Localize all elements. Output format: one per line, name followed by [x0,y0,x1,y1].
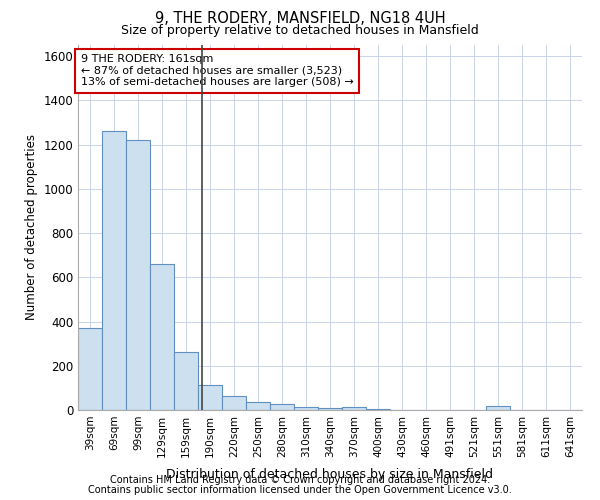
Bar [150,264,174,410]
Bar [486,406,510,410]
Bar [294,406,318,410]
Bar [270,404,294,410]
Y-axis label: Number of detached properties: Number of detached properties [25,134,38,320]
Bar [174,352,198,410]
Bar [222,396,246,410]
Bar [126,140,150,410]
Text: Contains public sector information licensed under the Open Government Licence v3: Contains public sector information licen… [88,485,512,495]
Text: 9 THE RODERY: 161sqm
← 87% of detached houses are smaller (3,523)
13% of semi-de: 9 THE RODERY: 161sqm ← 87% of detached h… [80,54,353,88]
Bar [318,408,342,410]
Text: Contains HM Land Registry data © Crown copyright and database right 2024.: Contains HM Land Registry data © Crown c… [110,475,490,485]
Bar [198,384,222,410]
Bar [366,409,390,410]
X-axis label: Distribution of detached houses by size in Mansfield: Distribution of detached houses by size … [167,468,493,481]
Bar [246,402,270,410]
Bar [342,408,366,410]
Text: 9, THE RODERY, MANSFIELD, NG18 4UH: 9, THE RODERY, MANSFIELD, NG18 4UH [155,11,445,26]
Bar [102,132,126,410]
Bar [78,328,102,410]
Text: Size of property relative to detached houses in Mansfield: Size of property relative to detached ho… [121,24,479,37]
